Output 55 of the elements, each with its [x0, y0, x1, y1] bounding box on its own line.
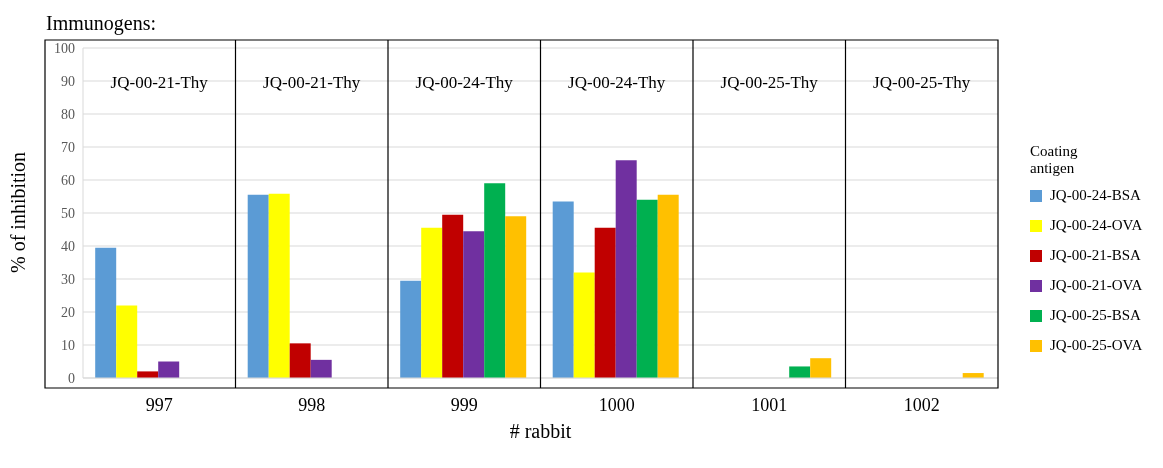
- y-tick-label: 50: [61, 205, 75, 221]
- y-tick-label: 80: [61, 106, 75, 122]
- x-tick-label: 997: [145, 394, 173, 415]
- y-tick-label: 20: [61, 304, 75, 320]
- bar: [505, 216, 527, 378]
- bar: [158, 361, 180, 378]
- y-tick-label: 70: [61, 139, 75, 155]
- annotation: JQ-00-25-Thy: [873, 72, 971, 92]
- y-tick-label: 90: [61, 73, 75, 89]
- y-tick-label: 40: [61, 238, 75, 254]
- y-tick-label: 0: [68, 370, 75, 386]
- bar: [789, 366, 811, 378]
- legend-label: JQ-00-25-OVA: [1050, 337, 1143, 354]
- x-tick-label: 998: [298, 394, 326, 415]
- annotation: JQ-00-24-Thy: [568, 72, 666, 92]
- bar: [421, 227, 443, 378]
- bar: [484, 183, 506, 378]
- bar: [463, 231, 485, 378]
- bar: [552, 201, 574, 378]
- y-tick-label: 100: [54, 40, 75, 56]
- legend-label: JQ-00-25-BSA: [1050, 307, 1141, 324]
- x-tick-label: 999: [450, 394, 478, 415]
- bar: [310, 359, 332, 378]
- legend-label: JQ-00-24-OVA: [1050, 217, 1143, 234]
- bar: [247, 194, 269, 378]
- y-tick-label: 10: [61, 337, 75, 353]
- annotation: JQ-00-25-Thy: [720, 72, 819, 92]
- legend-label: JQ-00-24-BSA: [1050, 187, 1141, 204]
- bar: [289, 343, 311, 378]
- bar: [573, 272, 595, 378]
- bar: [137, 371, 159, 378]
- x-tick-label: 1000: [598, 394, 635, 415]
- x-tick-label: 1002: [903, 394, 940, 415]
- bar: [657, 194, 679, 378]
- y-tick-label: 30: [61, 271, 75, 287]
- bar: [116, 305, 138, 378]
- bar: [810, 358, 832, 378]
- bar: [400, 280, 422, 378]
- x-axis-title: # rabbit: [509, 420, 572, 442]
- bar: [594, 227, 616, 378]
- chart-title: Immunogens:: [46, 12, 156, 35]
- bar: [442, 214, 464, 378]
- legend-title: Coating antigen: [1030, 143, 1079, 177]
- legend-label: JQ-00-21-OVA: [1050, 277, 1143, 294]
- bar: [95, 247, 117, 378]
- annotation: JQ-00-24-Thy: [415, 72, 514, 92]
- bar: [615, 160, 637, 378]
- bar: [268, 193, 290, 378]
- legend-label: JQ-00-21-BSA: [1050, 247, 1141, 264]
- x-tick-label: 1001: [751, 394, 788, 415]
- y-axis-title: % of inhibition: [7, 151, 30, 273]
- y-tick-label: 60: [61, 172, 75, 188]
- annotation: JQ-00-21-Thy: [263, 72, 361, 92]
- annotation: JQ-00-21-Thy: [110, 72, 209, 92]
- bar: [636, 199, 658, 378]
